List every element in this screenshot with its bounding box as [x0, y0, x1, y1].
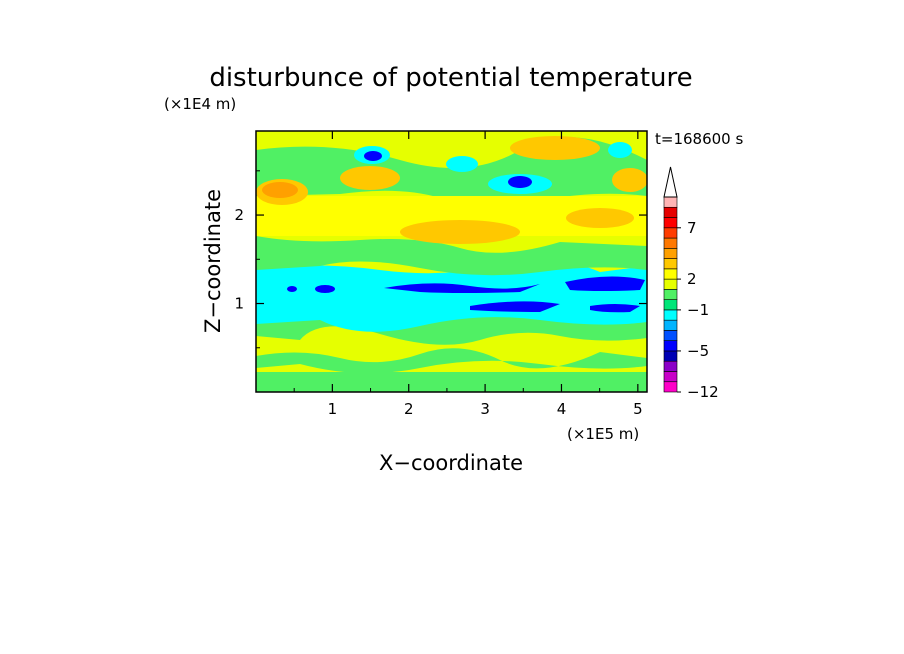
orange-patch: [262, 182, 298, 198]
colorbar-segment: [663, 330, 678, 341]
colorbar-segment: [663, 340, 678, 352]
y-scale-label: (×1E4 m): [164, 95, 236, 113]
colorbar-segment: [663, 309, 678, 321]
band-green-mid: [256, 236, 647, 276]
x-tick-label: 3: [480, 400, 490, 418]
colorbar-segment: [663, 299, 678, 311]
colorbar-segment: [663, 289, 678, 300]
blue-streak: [565, 276, 645, 291]
x-axis: 1 2 3 4 5: [293, 131, 643, 418]
blue-patch: [287, 286, 297, 292]
green-wisp: [256, 348, 647, 374]
orange-patch: [612, 168, 647, 192]
y-axis: 12: [234, 170, 647, 349]
colorbar-segment: [663, 248, 678, 259]
colorbar-segment: [663, 319, 678, 331]
cyan-patch: [446, 156, 478, 172]
colorbar-segment: [663, 278, 678, 290]
band-cyan: [256, 261, 647, 332]
band-bottom-green: [256, 372, 647, 392]
colorbar: 7 2 −1 −5 −12: [663, 166, 719, 401]
x-tick-label: 4: [557, 400, 567, 418]
plot-frame: [255, 130, 648, 393]
orange-patch: [566, 208, 634, 228]
colorbar-tick-label: −5: [687, 342, 709, 360]
blue-streak: [470, 301, 560, 312]
colorbar-segment: [663, 217, 678, 229]
blue-streak: [384, 283, 540, 293]
x-axis-label: X−coordinate: [379, 451, 523, 475]
colorbar-segment: [663, 258, 678, 270]
blue-patch: [364, 151, 382, 161]
contour-field: [256, 131, 647, 392]
colorbar-segment: [663, 268, 678, 280]
x-tick-label: 2: [404, 400, 414, 418]
colorbar-segment: [663, 206, 678, 218]
blue-streak: [590, 304, 640, 313]
cyan-patch: [608, 142, 632, 158]
colorbar-tick-label: −1: [687, 301, 709, 319]
colorbar-segment: [663, 237, 678, 249]
orange-patch: [340, 166, 400, 190]
orange-patch: [400, 220, 520, 244]
colorbar-segment: [663, 227, 678, 239]
colorbar-segment: [663, 350, 678, 362]
y-axis-label: Z−coordinate: [201, 189, 225, 333]
colorbar-tick-label: −12: [687, 383, 719, 401]
y-tick-label: 1: [234, 295, 244, 313]
blue-patch: [508, 176, 532, 188]
colorbar-tick-label: 2: [687, 270, 697, 288]
colorbar-extend-arrow: [663, 166, 678, 198]
colorbar-segment: [663, 371, 678, 383]
x-scale-label: (×1E5 m): [567, 425, 639, 443]
time-label: t=168600 s: [655, 130, 743, 148]
y-tick-label: 2: [234, 206, 244, 224]
colorbar-tick-label: 7: [687, 219, 697, 237]
colorbar-segment: [663, 196, 678, 208]
blue-patch: [315, 285, 335, 293]
chart-title: disturbunce of potential temperature: [209, 63, 692, 93]
orange-patch: [510, 136, 600, 160]
colorbar-segment: [663, 360, 678, 372]
x-tick-label: 1: [328, 400, 338, 418]
colorbar-segment: [663, 381, 678, 393]
x-tick-label: 5: [633, 400, 643, 418]
